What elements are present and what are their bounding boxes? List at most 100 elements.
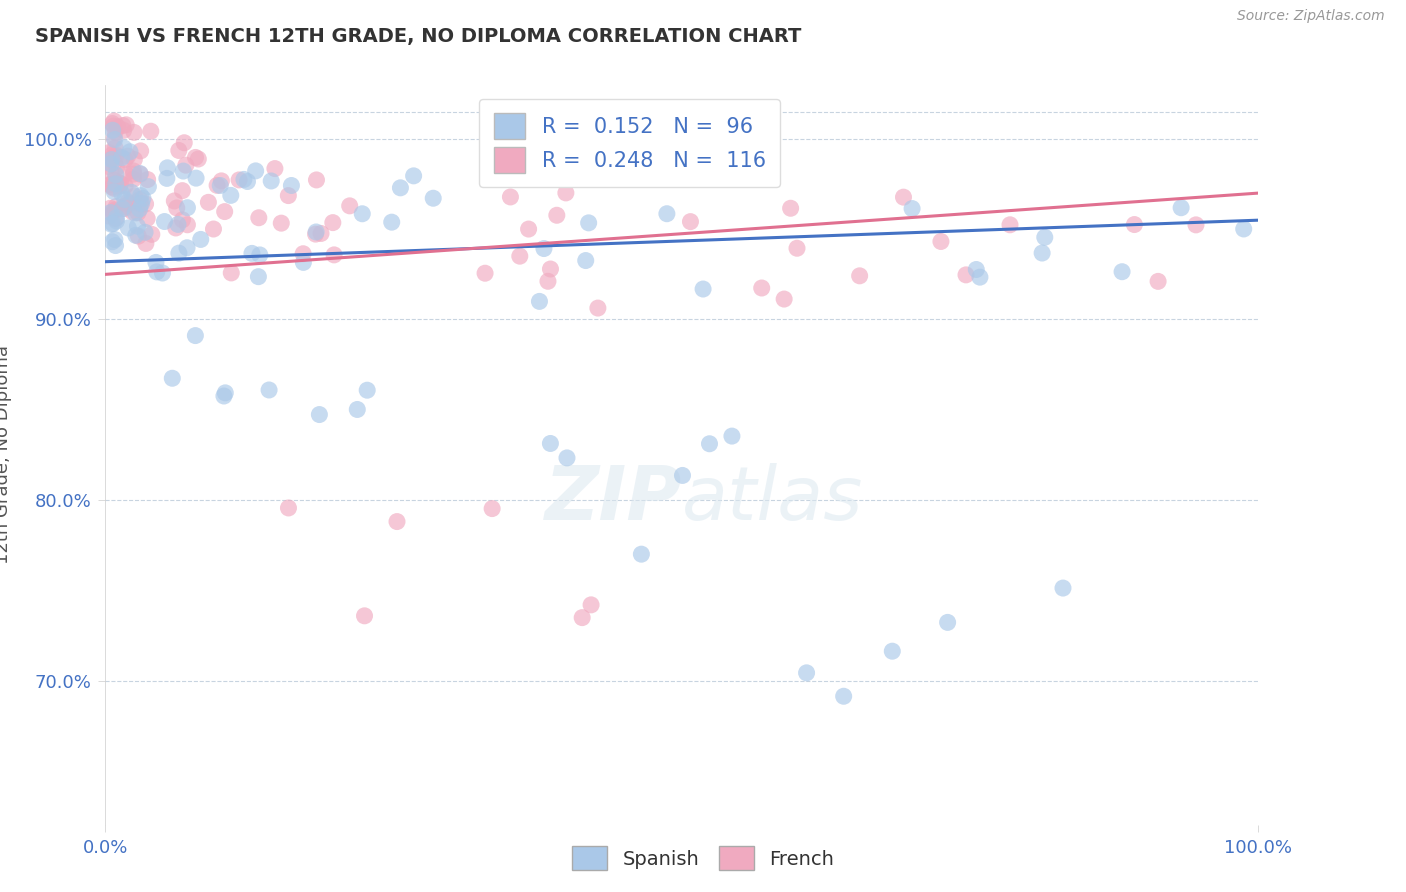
Point: [214, 385, 236, 400]
Point: [197, 195, 219, 210]
Point: [1185, 218, 1208, 232]
Point: [165, 221, 187, 235]
Point: [219, 188, 242, 202]
Point: [540, 262, 562, 277]
Point: [97, 209, 120, 223]
Point: [537, 274, 560, 288]
Point: [848, 268, 870, 283]
Point: [901, 202, 924, 216]
Point: [112, 141, 135, 155]
Point: [517, 222, 540, 236]
Point: [162, 371, 184, 385]
Point: [129, 144, 152, 158]
Point: [1111, 265, 1133, 279]
Point: [929, 235, 952, 249]
Point: [381, 215, 404, 229]
Point: [176, 218, 198, 232]
Point: [202, 222, 225, 236]
Point: [136, 172, 159, 186]
Point: [249, 248, 271, 262]
Point: [156, 161, 179, 175]
Point: [114, 167, 136, 181]
Point: [127, 206, 149, 220]
Point: [127, 229, 149, 244]
Point: [101, 204, 124, 219]
Point: [260, 174, 283, 188]
Point: [187, 152, 209, 166]
Point: [786, 241, 808, 255]
Point: [679, 214, 702, 228]
Point: [214, 204, 236, 219]
Point: [103, 181, 125, 195]
Point: [322, 216, 344, 230]
Point: [304, 227, 326, 241]
Point: [128, 193, 150, 207]
Point: [1147, 274, 1170, 288]
Point: [124, 206, 146, 220]
Point: [305, 173, 328, 187]
Point: [111, 202, 134, 216]
Point: [118, 145, 141, 159]
Point: [212, 389, 235, 403]
Point: [692, 282, 714, 296]
Point: [936, 615, 959, 630]
Point: [114, 178, 136, 193]
Point: [122, 172, 145, 186]
Point: [98, 145, 121, 160]
Point: [969, 270, 991, 285]
Point: [101, 217, 124, 231]
Point: [104, 132, 127, 146]
Point: [546, 208, 568, 222]
Point: [422, 191, 444, 205]
Point: [131, 196, 153, 211]
Point: [112, 123, 135, 137]
Point: [104, 141, 127, 155]
Point: [184, 328, 207, 343]
Point: [98, 201, 121, 215]
Point: [882, 644, 904, 658]
Point: [104, 238, 127, 252]
Point: [103, 173, 125, 187]
Point: [172, 212, 194, 227]
Point: [533, 242, 555, 256]
Point: [111, 119, 134, 133]
Point: [104, 202, 127, 217]
Point: [124, 153, 146, 167]
Point: [103, 176, 125, 190]
Point: [122, 167, 145, 181]
Text: atlas: atlas: [682, 463, 863, 535]
Point: [117, 221, 139, 235]
Point: [1033, 230, 1056, 244]
Point: [247, 269, 270, 284]
Point: [264, 161, 287, 176]
Point: [114, 153, 136, 167]
Point: [128, 202, 150, 216]
Point: [292, 246, 315, 260]
Point: [305, 225, 328, 239]
Point: [353, 608, 375, 623]
Point: [118, 197, 141, 211]
Point: [174, 158, 197, 172]
Point: [308, 408, 330, 422]
Point: [172, 184, 194, 198]
Point: [120, 186, 142, 200]
Point: [100, 157, 122, 171]
Point: [129, 197, 152, 211]
Point: [247, 211, 270, 225]
Point: [1031, 246, 1053, 260]
Point: [998, 218, 1021, 232]
Point: [346, 402, 368, 417]
Point: [257, 383, 280, 397]
Point: [832, 690, 855, 704]
Point: [115, 118, 138, 132]
Point: [965, 262, 987, 277]
Point: [575, 253, 598, 268]
Point: [104, 125, 127, 139]
Point: [280, 178, 302, 193]
Point: [172, 164, 194, 178]
Y-axis label: 12th Grade, No Diploma: 12th Grade, No Diploma: [0, 345, 13, 565]
Point: [97, 160, 120, 174]
Point: [107, 120, 129, 134]
Point: [209, 178, 232, 193]
Point: [893, 190, 915, 204]
